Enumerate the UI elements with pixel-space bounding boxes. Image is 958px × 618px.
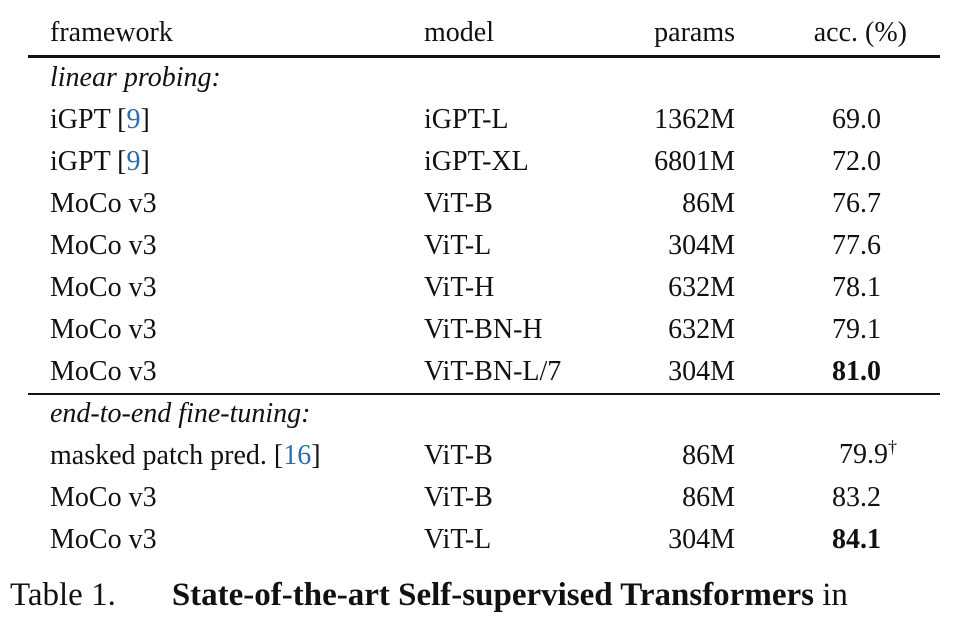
accuracy: 78.1 [681,271,881,305]
params: 304M [668,356,735,387]
accuracy-value: 78.1 [832,272,881,303]
accuracy: 84.1 [681,523,881,557]
column-header: acc. (%) [813,17,907,48]
model: iGPT-L [424,104,509,135]
model: ViT-L [424,230,492,261]
framework: MoCo v3 [50,313,157,347]
framework-text: MoCo v3 [50,188,157,219]
accuracy-value: 84.1 [832,524,881,555]
citation[interactable]: 9 [126,104,141,135]
accuracy: 69.0 [681,103,881,137]
citation[interactable]: 9 [126,146,141,177]
params: 304M [668,230,735,261]
caption-text: in [822,577,848,613]
accuracy: 79.9† [681,437,897,474]
accuracy-value: 72.0 [832,146,881,177]
framework-text: masked patch pred. [ [50,440,284,471]
framework: iGPT [9] [50,145,150,179]
accuracy: 83.2 [681,481,881,515]
model: ViT-B [424,440,493,471]
accuracy: 79.1 [681,313,881,347]
framework-text: ] [140,146,150,177]
accuracy: 76.7 [681,187,881,221]
section-title: end-to-end fine-tuning: [50,398,311,429]
model: ViT-H [424,272,495,303]
params: 86M [682,440,735,471]
params: 86M [682,188,735,219]
framework: MoCo v3 [50,523,157,557]
framework-text: ] [311,440,321,471]
model: ViT-B [424,188,493,219]
params: 86M [682,482,735,513]
framework: MoCo v3 [50,481,157,515]
framework: MoCo v3 [50,229,157,263]
accuracy-value: 81.0 [832,356,881,387]
params: 632M [668,314,735,345]
framework-text: iGPT [ [50,104,127,135]
accuracy-value: 79.9 [839,439,888,470]
framework-text: ] [140,104,150,135]
rule-line [28,393,940,395]
framework-text: MoCo v3 [50,230,157,261]
caption: Table 1. State-of-the-art Self-supervised… [10,575,848,615]
model: ViT-BN-L/7 [424,356,562,387]
framework-text: iGPT [ [50,146,127,177]
params: 6801M [654,146,735,177]
framework-text: MoCo v3 [50,356,157,387]
accuracy-value: 76.7 [832,188,881,219]
section-title: linear probing: [50,62,221,93]
column-header: model [424,17,494,48]
caption-title: State-of-the-art Self-supervised Transfo… [171,577,814,613]
column-header: params [654,17,735,48]
rule-line [28,55,940,58]
framework-text: MoCo v3 [50,272,157,303]
column-header: framework [50,17,173,48]
framework-text: MoCo v3 [50,524,157,555]
framework: iGPT [9] [50,103,150,137]
framework-text: MoCo v3 [50,482,157,513]
framework: masked patch pred. [16] [50,439,321,473]
model: ViT-BN-H [424,314,543,345]
params: 632M [668,272,735,303]
accuracy-value: 69.0 [832,104,881,135]
model: ViT-L [424,524,492,555]
citation[interactable]: 16 [283,440,312,471]
accuracy: 81.0 [681,355,881,389]
params: 304M [668,524,735,555]
framework: MoCo v3 [50,271,157,305]
accuracy: 72.0 [681,145,881,179]
accuracy: 77.6 [681,229,881,263]
framework: MoCo v3 [50,355,157,389]
model: ViT-B [424,482,493,513]
framework-text: MoCo v3 [50,314,157,345]
accuracy-value: 77.6 [832,230,881,261]
accuracy-value: 79.1 [832,314,881,345]
model: iGPT-XL [424,146,529,177]
accuracy-value: 83.2 [832,482,881,513]
accuracy-note: † [888,437,897,457]
framework: MoCo v3 [50,187,157,221]
caption-label: Table 1. [10,577,116,613]
params: 1362M [654,104,735,135]
